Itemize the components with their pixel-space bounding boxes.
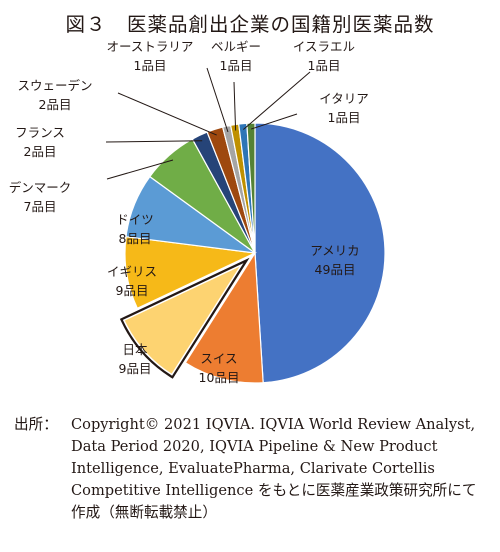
slice-label: アメリカ — [310, 243, 359, 258]
slice-value-label: 8品目 — [119, 231, 152, 246]
highlight-inner-stroke — [122, 263, 244, 376]
slice-value-label: 1品目 — [220, 58, 253, 73]
slice-label: スウェーデン — [17, 78, 92, 93]
leader-line — [117, 92, 217, 136]
leader-line — [206, 67, 229, 133]
slice-label: ベルギー — [211, 39, 261, 54]
leader-line — [233, 81, 237, 131]
slice-label: イスラエル — [293, 39, 355, 54]
slice-2 — [123, 264, 242, 375]
slice-label: オーストラリア — [107, 39, 194, 54]
slice-0 — [254, 122, 386, 384]
slice-label: デンマーク — [9, 180, 72, 195]
chart-title: 図３ 医薬品創出企業の国籍別医薬品数 — [65, 13, 435, 36]
slice-value-label: 1品目 — [308, 58, 341, 73]
slice-label: ドイツ — [116, 212, 154, 227]
slice-label: イタリア — [319, 91, 369, 106]
slice-label: スイス — [200, 351, 237, 366]
leader-line — [250, 113, 298, 130]
slice-label: フランス — [15, 125, 65, 140]
source-label: 出所： — [14, 416, 58, 433]
slice-value-label: 9品目 — [116, 283, 149, 298]
slice-label: 日本 — [122, 342, 148, 357]
slice-value-label: 7品目 — [24, 199, 57, 214]
slice-value-label: 10品目 — [199, 370, 240, 385]
slice-value-label: 9品目 — [119, 361, 152, 376]
slice-value-label: 1品目 — [134, 58, 167, 73]
slice-value-label: 49品目 — [315, 262, 356, 277]
source-note: 出所： Copyright© 2021 IQVIA. IQVIA World R… — [14, 414, 490, 524]
slice-value-label: 1品目 — [328, 110, 361, 125]
leader-line — [243, 71, 311, 130]
slice-1 — [184, 251, 264, 384]
slice-value-label: 2品目 — [24, 144, 57, 159]
slice-value-label: 2品目 — [39, 97, 72, 112]
source-text: Copyright© 2021 IQVIA. IQVIA World Revie… — [71, 416, 477, 521]
leader-line — [105, 140, 203, 143]
leader-line — [106, 159, 174, 180]
slice-label: イギリス — [107, 264, 157, 279]
